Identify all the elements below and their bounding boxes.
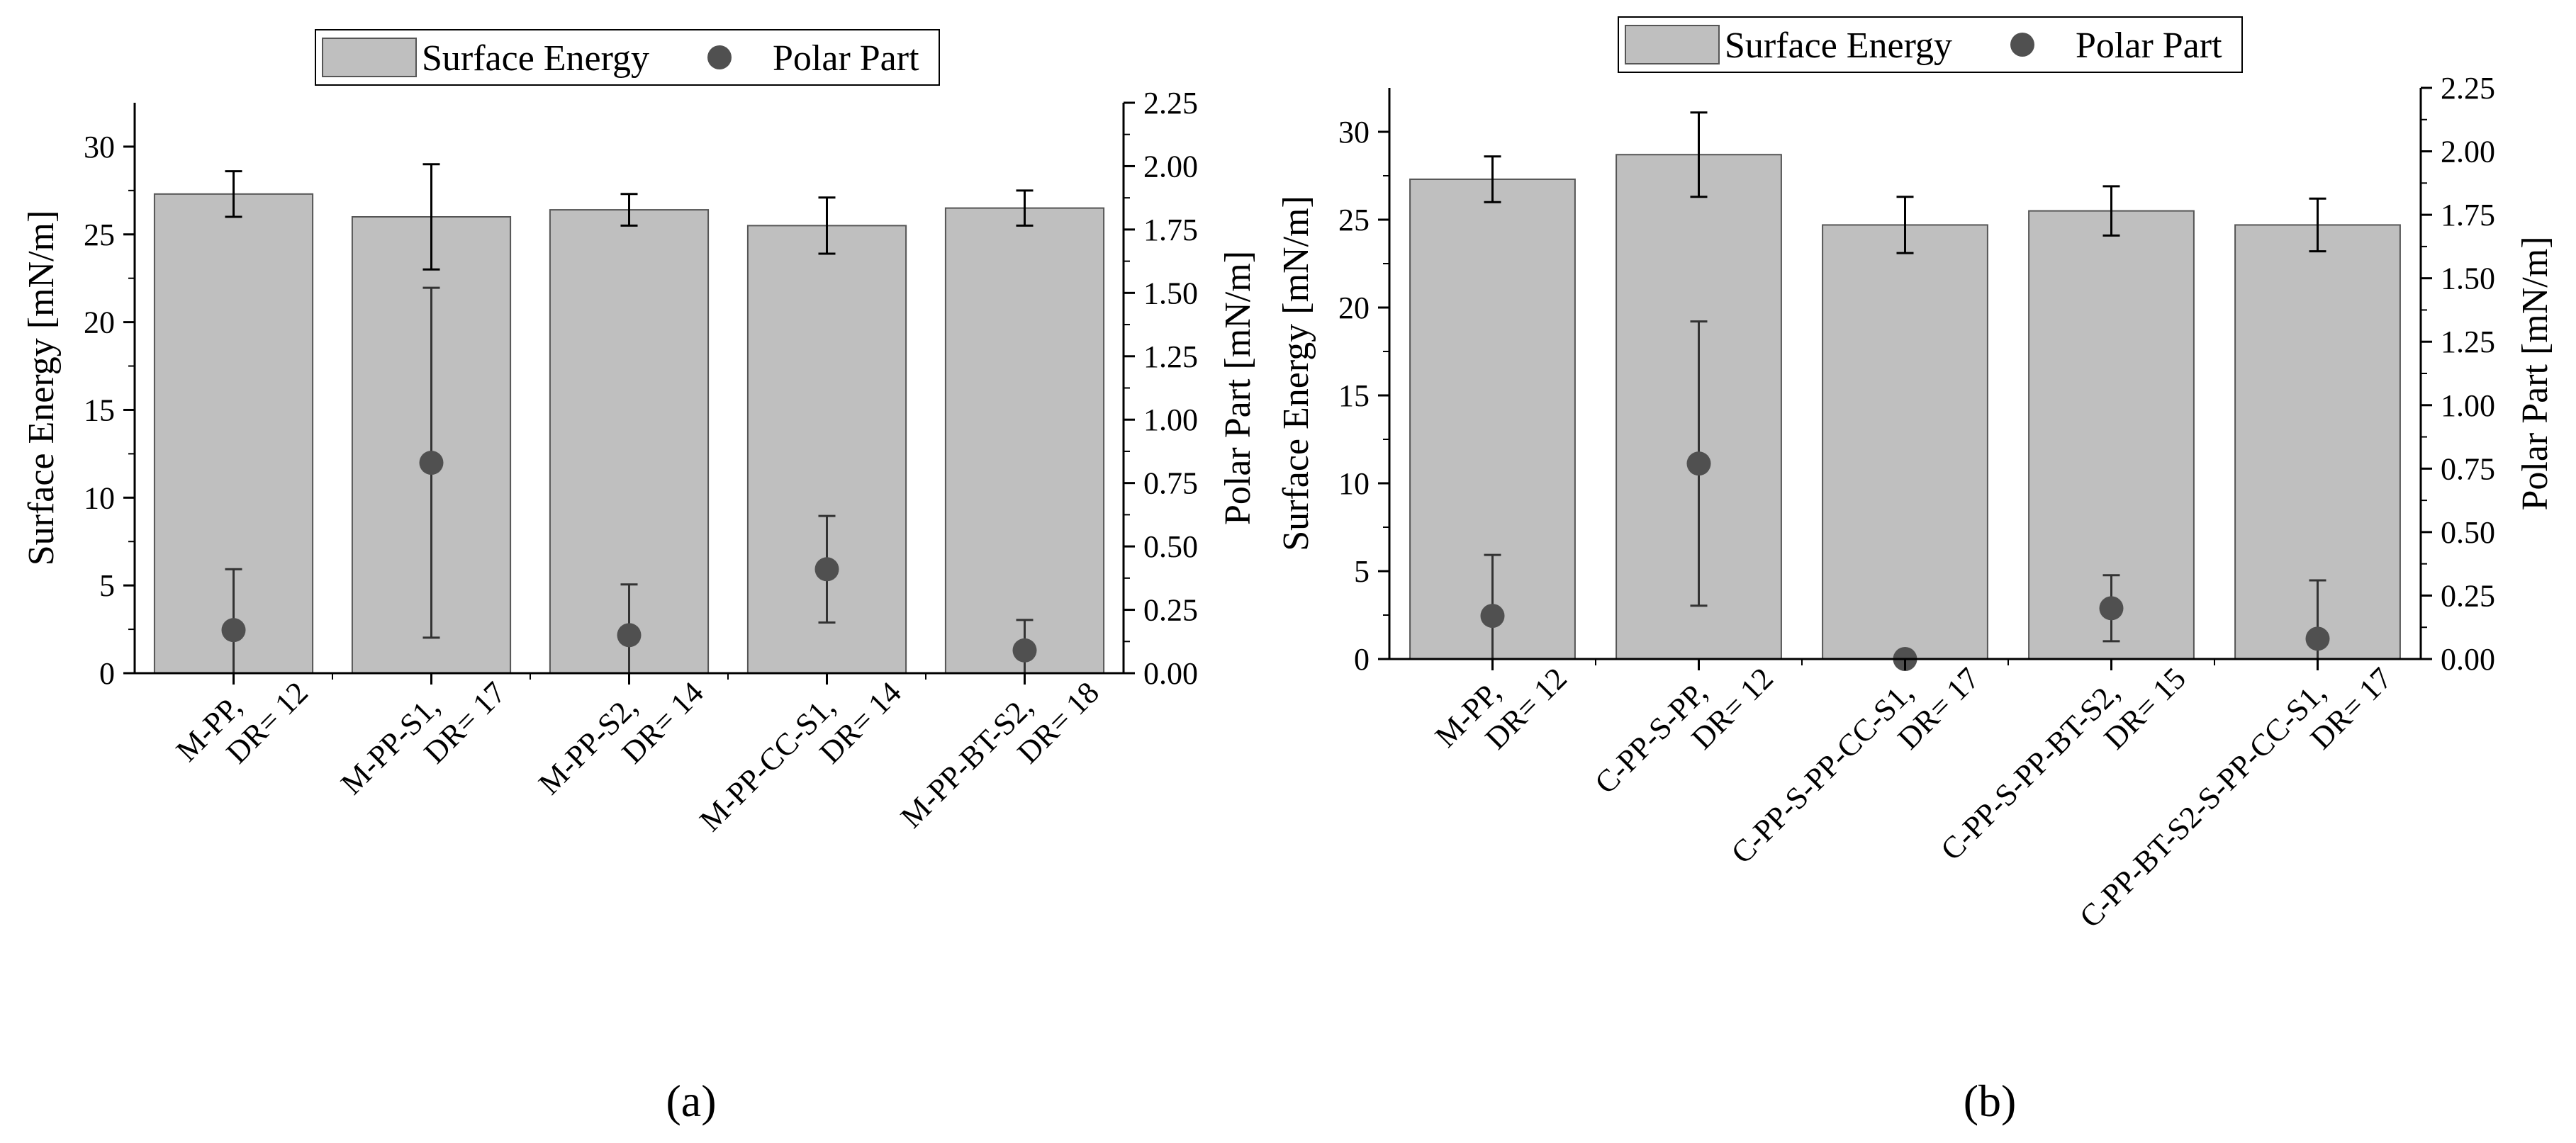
left-axis-title: Surface Energy [mN/m] xyxy=(1276,196,1316,551)
right-tick-label: 1.25 xyxy=(2441,325,2495,359)
surface-energy-bar xyxy=(944,207,1105,675)
category-label: M-PP-CC-S1,DR= 14 xyxy=(693,649,907,864)
right-tick-label: 0.75 xyxy=(2441,451,2495,486)
panel-label: (b) xyxy=(1964,1076,2017,1126)
right-tick-label: 1.25 xyxy=(1143,339,1198,374)
chart-panel-a: 0 5 10 15 20 25 30 0.00 0.25 0.50 0.75 1.00 1.25 1.50… xyxy=(21,29,1258,1126)
left-tick-label: 0 xyxy=(99,656,115,691)
category-label-line: M-PP-CC-S1, xyxy=(693,689,841,838)
right-tick-label: 0.75 xyxy=(1143,466,1198,501)
right-axis-title: Polar Part [mN/m] xyxy=(2515,236,2555,510)
polar-part-point xyxy=(221,618,246,643)
left-tick-label: 5 xyxy=(99,568,115,603)
right-tick-label: 1.00 xyxy=(2441,388,2495,423)
right-tick-label: 0.25 xyxy=(2441,578,2495,613)
polar-part-point xyxy=(2099,596,2124,621)
legend-bar-swatch xyxy=(322,38,417,77)
polar-part-point xyxy=(814,557,839,582)
left-tick-label: 20 xyxy=(84,305,115,340)
legend-bar-swatch xyxy=(1625,25,1720,64)
legend: Surface Energy Polar Part xyxy=(1618,16,2243,73)
left-tick-label: 15 xyxy=(1338,378,1370,413)
right-tick-label: 0.50 xyxy=(2441,515,2495,550)
left-tick-label: 15 xyxy=(84,393,115,427)
legend-point-swatch xyxy=(707,45,732,69)
category-label: C-PP-BT-S2-S-PP-CC-S1,DR= 17 xyxy=(2073,635,2399,961)
left-tick-label: 20 xyxy=(1338,291,1370,325)
right-tick-label: 2.00 xyxy=(1143,149,1198,184)
polar-part-point xyxy=(617,623,642,648)
right-tick-label: 1.50 xyxy=(2441,261,2495,296)
right-tick-label: 2.25 xyxy=(2441,71,2495,106)
right-tick-label: 0.00 xyxy=(1143,656,1198,691)
polar-part-point xyxy=(1012,638,1037,663)
surface-energy-bar xyxy=(1822,224,1988,660)
category-label: M-PP-BT-S2,DR= 18 xyxy=(894,649,1106,861)
panel-label: (a) xyxy=(666,1076,716,1126)
right-tick-label: 2.00 xyxy=(2441,135,2495,169)
right-axis-title: Polar Part [mN/m] xyxy=(1218,251,1258,525)
right-tick-label: 1.75 xyxy=(2441,198,2495,232)
legend-label: Polar Part xyxy=(773,38,919,79)
right-tick-label: 1.00 xyxy=(1143,402,1198,437)
legend-box xyxy=(1618,16,2243,73)
polar-part-point xyxy=(419,451,444,475)
polar-part-point xyxy=(1480,604,1505,629)
polar-part-point xyxy=(2305,626,2330,651)
right-tick-label: 0.00 xyxy=(2441,642,2495,677)
left-tick-label: 10 xyxy=(1338,466,1370,501)
category-label-line: M-PP-BT-S2, xyxy=(894,689,1040,835)
legend-box xyxy=(315,29,940,86)
right-tick-label: 0.50 xyxy=(1143,529,1198,564)
category-label: C-PP-S-PP,DR= 12 xyxy=(1588,635,1780,827)
left-tick-label: 25 xyxy=(84,218,115,252)
left-tick-label: 10 xyxy=(84,480,115,515)
right-tick-label: 2.25 xyxy=(1143,86,1198,120)
category-label: M-PP-S1,DR= 17 xyxy=(334,649,513,828)
legend-point-swatch xyxy=(2010,33,2034,57)
legend-label: Surface Energy xyxy=(1725,26,1952,66)
right-tick-label: 1.50 xyxy=(1143,276,1198,310)
left-tick-label: 30 xyxy=(1338,115,1370,150)
right-tick-label: 1.75 xyxy=(1143,213,1198,247)
left-tick-label: 30 xyxy=(84,130,115,164)
left-tick-label: 5 xyxy=(1354,554,1370,589)
left-tick-label: 0 xyxy=(1354,642,1370,677)
legend: Surface Energy Polar Part xyxy=(315,29,940,86)
left-axis-title: Surface Energy [mN/m] xyxy=(21,210,62,566)
legend-label: Polar Part xyxy=(2076,26,2222,66)
polar-part-point xyxy=(1686,451,1711,476)
left-tick-label: 25 xyxy=(1338,203,1370,237)
legend-label: Surface Energy xyxy=(422,38,649,79)
category-label: M-PP-S2,DR= 14 xyxy=(532,649,710,828)
chart-panel-b: 0 5 10 15 20 25 30 0.00 0.25 0.50 0.75 1.00 1.25 1.50… xyxy=(1276,16,2555,1126)
right-tick-label: 0.25 xyxy=(1143,593,1198,628)
